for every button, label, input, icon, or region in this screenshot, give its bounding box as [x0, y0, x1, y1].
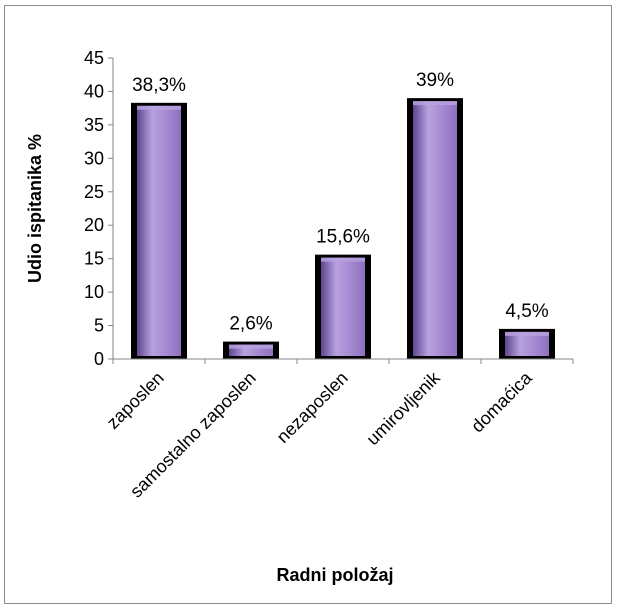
x-tick-label: zaposlen — [103, 368, 168, 433]
x-tick-label: umirovljenik — [362, 367, 444, 449]
y-tick-label: 0 — [94, 349, 104, 369]
y-axis-ticks: 0 5 10 15 20 25 30 35 40 45 — [84, 48, 113, 369]
bar-highlight — [229, 344, 273, 349]
bar-highlight — [137, 105, 181, 110]
data-label: 39% — [416, 70, 454, 91]
bar-chart: 0 5 10 15 20 25 30 35 40 45 38,3% 2,6% 15,6% 39% 4,5%… — [25, 48, 574, 585]
data-label: 4,5% — [505, 301, 548, 322]
y-tick-label: 35 — [84, 115, 104, 135]
x-tick-label: nezaposlen — [273, 368, 352, 447]
x-axis-title: Radni položaj — [277, 565, 394, 585]
bars — [131, 98, 555, 359]
bar-highlight — [505, 331, 549, 336]
bar — [321, 257, 365, 356]
y-tick-label: 30 — [84, 148, 104, 168]
data-labels: 38,3% 2,6% 15,6% 39% 4,5% — [132, 70, 549, 334]
chart-frame: 0 5 10 15 20 25 30 35 40 45 38,3% 2,6% 15,6% 39% 4,5%… — [4, 5, 612, 604]
y-axis-title: Udio ispitanika % — [25, 134, 45, 283]
bar — [505, 331, 549, 356]
y-tick-label: 20 — [84, 215, 104, 235]
bar — [229, 344, 273, 356]
y-tick-label: 5 — [94, 316, 104, 336]
data-label: 38,3% — [132, 75, 186, 96]
bar — [413, 101, 457, 356]
bar-highlight — [413, 101, 457, 106]
y-tick-label: 25 — [84, 182, 104, 202]
data-label: 2,6% — [229, 314, 272, 335]
y-tick-label: 15 — [84, 249, 104, 269]
y-tick-label: 45 — [84, 48, 104, 68]
bar — [137, 105, 181, 356]
x-tick-label: domaćica — [467, 367, 536, 436]
data-label: 15,6% — [316, 227, 370, 248]
y-tick-label: 40 — [84, 81, 104, 101]
bar-highlight — [321, 257, 365, 262]
y-tick-label: 10 — [84, 282, 104, 302]
